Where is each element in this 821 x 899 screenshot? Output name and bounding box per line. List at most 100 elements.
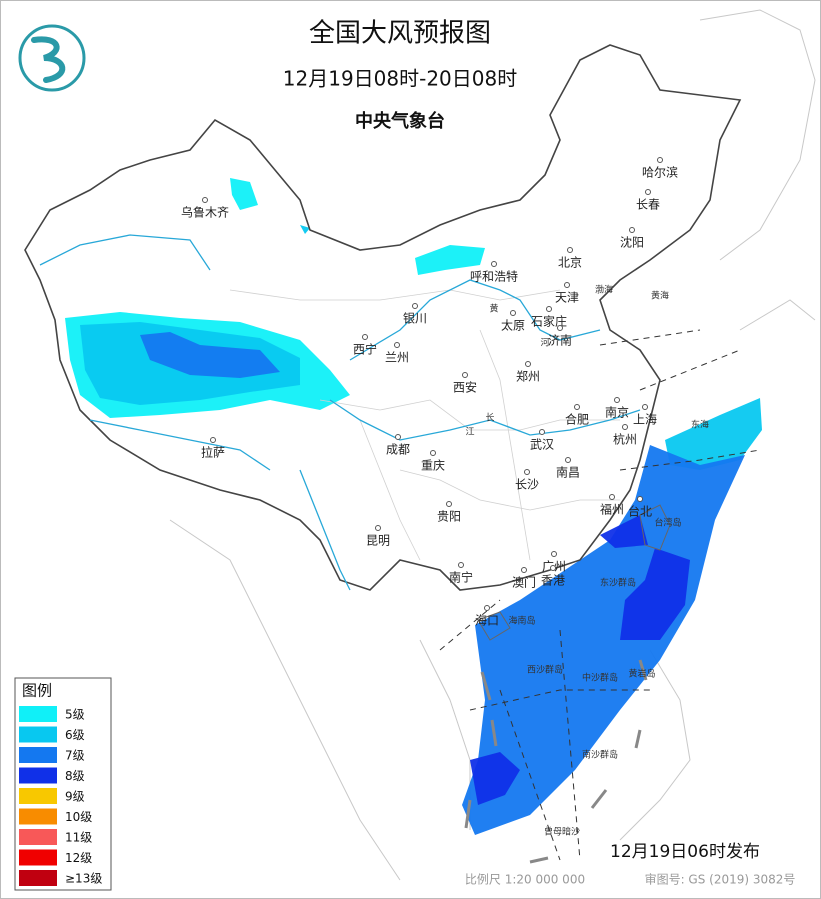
city-label: 长春 bbox=[636, 198, 660, 212]
city-label: 贵阳 bbox=[437, 510, 461, 524]
city-dot bbox=[430, 450, 436, 456]
place-label: 渤海 bbox=[595, 284, 613, 296]
legend-label: 12级 bbox=[65, 851, 92, 865]
place-label: 黄海 bbox=[651, 290, 669, 302]
city-dot bbox=[525, 361, 531, 367]
city-dot bbox=[394, 342, 400, 348]
city-label: 福州 bbox=[600, 502, 624, 517]
city-label: 海口 bbox=[475, 613, 499, 628]
wind-area bbox=[462, 445, 745, 835]
legend-label: ≥13级 bbox=[65, 872, 102, 886]
wind-area bbox=[300, 225, 310, 234]
logo bbox=[18, 24, 86, 92]
legend-label: 5级 bbox=[65, 708, 85, 722]
place-label: 东海 bbox=[691, 419, 709, 431]
city-label: 重庆 bbox=[421, 459, 445, 473]
legend-swatch bbox=[19, 849, 57, 866]
city-dot bbox=[574, 404, 580, 410]
place-label: 河 bbox=[540, 337, 549, 349]
wind-area bbox=[140, 332, 280, 378]
city-label: 成都 bbox=[386, 443, 410, 457]
city-dot bbox=[642, 404, 648, 410]
city-label: 西宁 bbox=[353, 342, 377, 357]
legend-label: 7级 bbox=[65, 749, 85, 763]
taiwan-outline bbox=[639, 504, 671, 551]
place-label: 黄 bbox=[489, 303, 498, 315]
city-dot bbox=[510, 310, 516, 316]
city-label: 郑州 bbox=[516, 369, 540, 384]
city-label: 长沙 bbox=[515, 478, 539, 492]
city-dot bbox=[395, 434, 401, 440]
city-label: 澳门 bbox=[512, 575, 536, 590]
city-label: 拉萨 bbox=[201, 445, 225, 460]
wind-area bbox=[415, 245, 485, 275]
city-dot bbox=[210, 437, 216, 443]
city-dot bbox=[375, 525, 381, 531]
place-label: 西沙群岛 bbox=[527, 664, 563, 676]
wind-area bbox=[600, 515, 648, 548]
city-label: 台北 bbox=[628, 504, 652, 519]
place-label: 海南岛 bbox=[508, 615, 535, 627]
city-label: 太原 bbox=[501, 318, 525, 333]
city-label: 天津 bbox=[555, 291, 579, 305]
city-label: 哈尔滨 bbox=[642, 165, 678, 180]
place-label: 曾母暗沙 bbox=[544, 826, 580, 838]
place-label: 长 bbox=[485, 412, 494, 424]
city-dot bbox=[609, 494, 615, 500]
hainan-outline bbox=[477, 611, 511, 641]
time-range: 12月19日08时-20日08时 bbox=[283, 67, 517, 91]
dash-segments bbox=[464, 659, 648, 864]
city-dot bbox=[622, 424, 628, 430]
city-label: 银川 bbox=[403, 312, 427, 326]
place-label: 南沙群岛 bbox=[582, 749, 618, 761]
city-label: 乌鲁木齐 bbox=[181, 205, 229, 220]
legend-swatch bbox=[19, 726, 57, 743]
wind-area bbox=[620, 548, 690, 640]
city-label: 南宁 bbox=[449, 570, 473, 585]
city-dot bbox=[645, 189, 651, 195]
city-label: 石家庄 bbox=[531, 314, 567, 329]
city-dot bbox=[565, 457, 571, 463]
city-dot bbox=[491, 261, 497, 267]
city-label: 南京 bbox=[605, 405, 629, 420]
legend-swatch bbox=[19, 767, 57, 784]
city-dot bbox=[657, 157, 663, 163]
city-dot bbox=[564, 282, 570, 288]
city-label: 西安 bbox=[453, 380, 477, 395]
legend: 图例 5级 6级 7级 8级 9级 10级 11级 12级 ≥13级 bbox=[14, 677, 112, 891]
city-label: 呼和浩特 bbox=[470, 269, 518, 284]
legend-swatch bbox=[19, 788, 57, 804]
city-label: 合肥 bbox=[565, 412, 589, 427]
city-dot bbox=[484, 605, 490, 611]
city-dot bbox=[412, 303, 418, 309]
city-label: 兰州 bbox=[385, 351, 409, 365]
city-label: 北京 bbox=[558, 256, 582, 270]
city-dot bbox=[637, 496, 643, 502]
neighbor-borders bbox=[169, 9, 816, 881]
legend-swatch bbox=[19, 747, 57, 763]
legend-swatch bbox=[19, 706, 57, 722]
wind-areas bbox=[65, 178, 762, 835]
nine-dash-lines bbox=[439, 329, 761, 861]
city-dot bbox=[462, 372, 468, 378]
issuer: 中央气象台 bbox=[355, 110, 445, 132]
province-lines bbox=[229, 289, 620, 561]
place-label: 台湾岛 bbox=[654, 517, 681, 529]
city-label: 香港 bbox=[541, 574, 565, 588]
city-dot bbox=[614, 397, 620, 403]
title: 全国大风预报图 bbox=[309, 19, 491, 49]
china-border bbox=[24, 44, 742, 591]
city-dot bbox=[551, 551, 557, 557]
place-label: 江 bbox=[465, 427, 474, 438]
place-label: 中沙群岛 bbox=[582, 672, 618, 684]
map-number: 审图号: GS (2019) 3082号 bbox=[645, 872, 796, 887]
legend-label: 9级 bbox=[65, 790, 85, 804]
city-dot bbox=[524, 469, 530, 475]
city-dot bbox=[521, 567, 527, 573]
rivers bbox=[39, 234, 641, 591]
legend-swatch bbox=[19, 870, 57, 886]
city-dot bbox=[446, 501, 452, 507]
city-label: 上海 bbox=[633, 412, 657, 427]
wind-area bbox=[230, 178, 258, 210]
